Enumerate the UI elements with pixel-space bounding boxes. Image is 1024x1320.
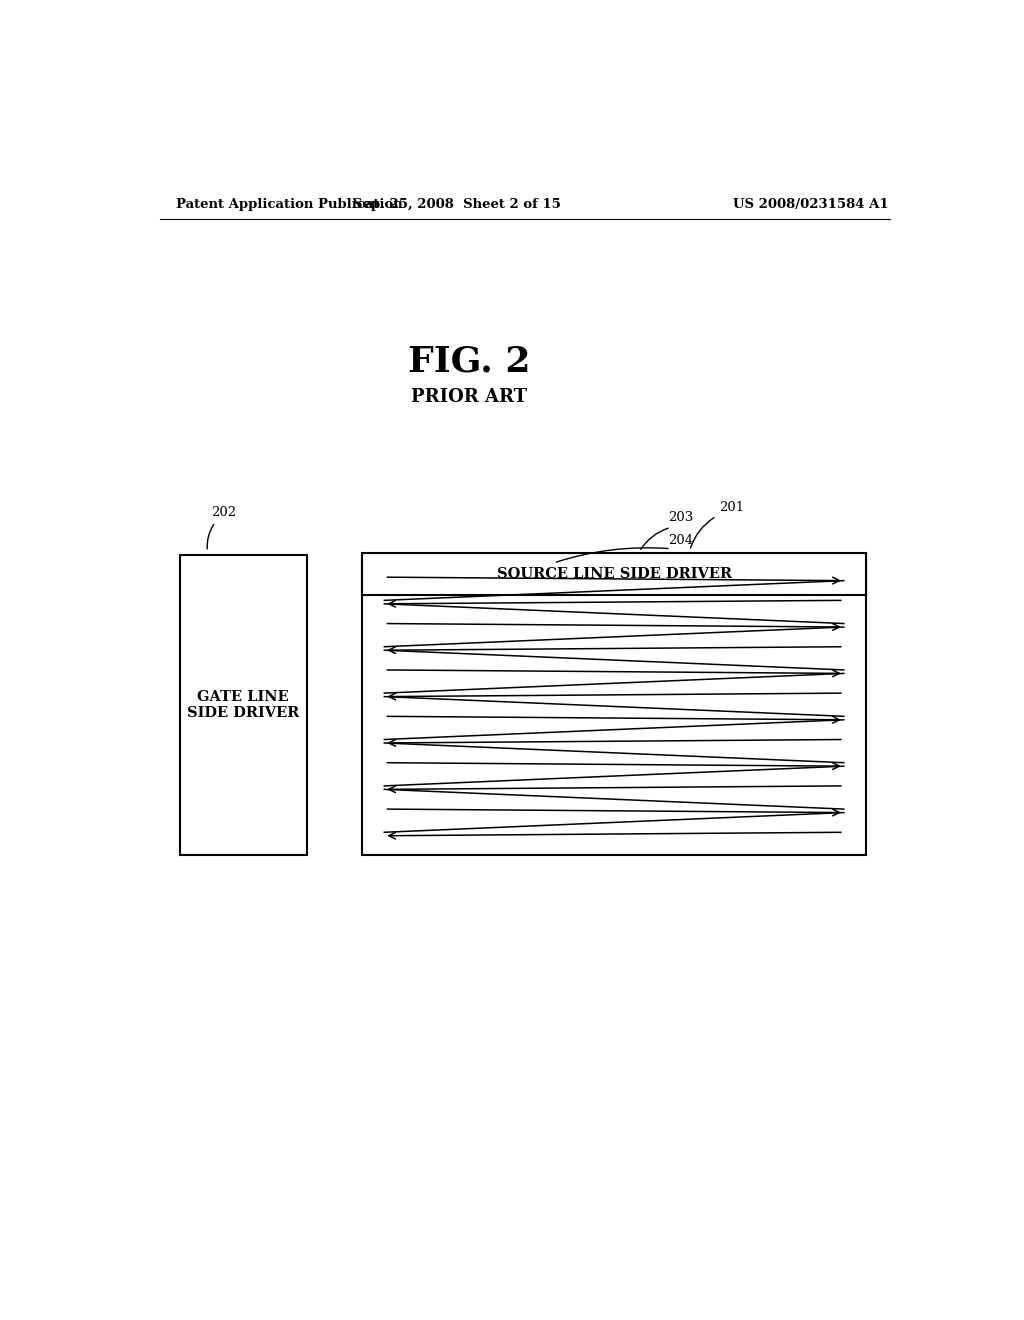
Text: FIG. 2: FIG. 2 bbox=[408, 345, 530, 379]
Text: 201: 201 bbox=[719, 502, 744, 515]
Bar bbox=[362, 553, 866, 595]
Text: US 2008/0231584 A1: US 2008/0231584 A1 bbox=[733, 198, 888, 211]
Text: 204: 204 bbox=[669, 533, 693, 546]
Text: Sep. 25, 2008  Sheet 2 of 15: Sep. 25, 2008 Sheet 2 of 15 bbox=[353, 198, 561, 211]
Text: 202: 202 bbox=[211, 507, 237, 519]
Text: SOURCE LINE SIDE DRIVER: SOURCE LINE SIDE DRIVER bbox=[497, 568, 731, 581]
Text: GATE LINE
SIDE DRIVER: GATE LINE SIDE DRIVER bbox=[187, 689, 299, 719]
Text: Patent Application Publication: Patent Application Publication bbox=[176, 198, 402, 211]
Bar bbox=[362, 554, 866, 854]
Text: PRIOR ART: PRIOR ART bbox=[412, 388, 527, 407]
Bar bbox=[179, 554, 306, 854]
Text: 203: 203 bbox=[669, 511, 693, 524]
